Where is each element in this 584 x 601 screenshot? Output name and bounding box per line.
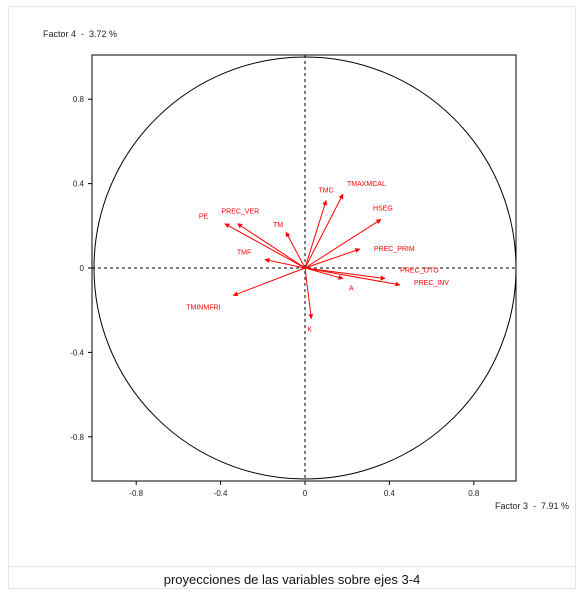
vector-layer: TMC TMAXMCAL HSEG PREC_VER PE TM PREC_PRIM TMF P… [186, 181, 449, 333]
vector-arrow-hseg [304, 219, 382, 269]
vector-arrow-tmc [304, 200, 328, 269]
y-tick-label: -0.4 [70, 348, 84, 357]
vector-label-prec_prim: PREC_PRIM [374, 246, 415, 253]
vector-arrow-prec_ver [237, 223, 306, 269]
x-tick-label: -0.8 [129, 489, 143, 498]
vector-label-prec_ver: PREC_VER [221, 209, 259, 216]
vector-label-tminmfri: TMINMFRI [186, 304, 220, 311]
vector-arrow-prec_oto [304, 267, 386, 281]
vector-label-prec_oto: PREC_OTO [400, 268, 439, 275]
vector-label-tmaxmcal: TMAXMCAL [347, 181, 386, 188]
figure-caption: proyecciones de las variables sobre ejes… [163, 572, 421, 587]
y-tick-label: -0.8 [70, 433, 84, 442]
vector-arrow-prec_inv [304, 267, 401, 287]
vector-arrow-prec_prim [304, 248, 361, 269]
vector-arrow-k [304, 267, 314, 320]
vector-label-tm: TM [273, 222, 283, 229]
y-tick-label: 0.8 [73, 95, 85, 104]
x-axis-title: Factor 3 - 7.91 % [495, 501, 570, 511]
x-tick-label: 0 [303, 489, 308, 498]
vector-label-k: K [307, 327, 312, 334]
vector-arrow-tmaxmcal [304, 193, 344, 269]
unit-circle [93, 56, 517, 480]
x-tick-label: 0.8 [468, 489, 480, 498]
figure-frame [8, 6, 576, 589]
y-tick-label: 0.4 [73, 180, 85, 189]
circle-layer [93, 56, 517, 480]
vector-label-prec_inv: PREC_INV [414, 280, 449, 287]
y-axis-title: Factor 4 - 3.72 % [43, 29, 118, 39]
vector-arrow-tminmfri [232, 267, 306, 297]
vector-label-hseg: HSEG [373, 205, 393, 212]
vector-arrow-a [304, 267, 344, 280]
vector-label-pe: PE [199, 214, 209, 221]
caption-divider [8, 566, 576, 567]
vector-arrow-pe [224, 223, 306, 269]
x-tick-label: 0.4 [384, 489, 396, 498]
vector-label-tmc: TMC [319, 187, 334, 194]
y-tick-label: 0 [80, 264, 85, 273]
x-tick-label: -0.4 [214, 489, 228, 498]
vector-label-a: A [349, 286, 354, 293]
vector-label-tmf: TMF [237, 250, 251, 257]
vector-arrow-tm [285, 231, 306, 269]
vector-arrow-tmf [264, 258, 306, 269]
